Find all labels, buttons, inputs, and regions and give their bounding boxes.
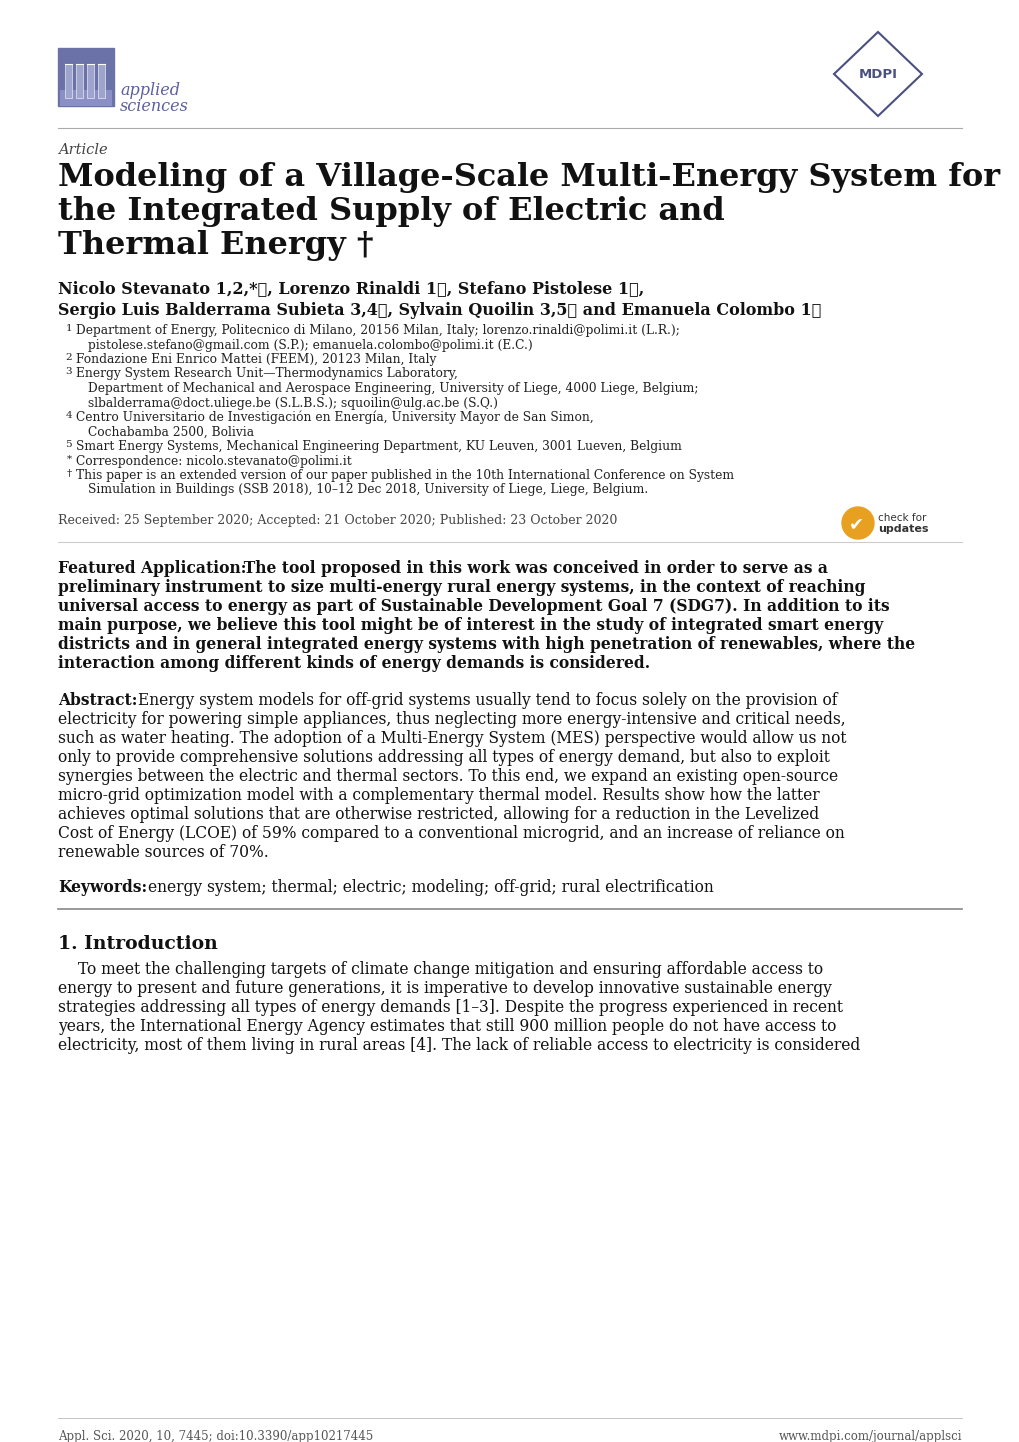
Text: only to provide comprehensive solutions addressing all types of energy demand, b: only to provide comprehensive solutions … bbox=[58, 748, 829, 766]
FancyBboxPatch shape bbox=[58, 48, 114, 107]
Text: slbalderrama@doct.uliege.be (S.L.B.S.); squoilin@ulg.ac.be (S.Q.): slbalderrama@doct.uliege.be (S.L.B.S.); … bbox=[88, 397, 497, 410]
Text: the Integrated Supply of Electric and: the Integrated Supply of Electric and bbox=[58, 196, 725, 226]
Text: electricity for powering simple appliances, thus neglecting more energy-intensiv: electricity for powering simple applianc… bbox=[58, 711, 845, 728]
Text: Article: Article bbox=[58, 143, 108, 157]
Text: Smart Energy Systems, Mechanical Engineering Department, KU Leuven, 3001 Lueven,: Smart Energy Systems, Mechanical Enginee… bbox=[76, 440, 682, 453]
Text: www.mdpi.com/journal/applsci: www.mdpi.com/journal/applsci bbox=[777, 1430, 961, 1442]
Text: Thermal Energy †: Thermal Energy † bbox=[58, 231, 373, 261]
Text: Department of Energy, Politecnico di Milano, 20156 Milan, Italy; lorenzo.rinaldi: Department of Energy, Politecnico di Mil… bbox=[76, 324, 680, 337]
Text: check for: check for bbox=[877, 513, 925, 523]
Text: 4: 4 bbox=[65, 411, 72, 420]
Text: Nicolo Stevanato 1,2,*ⓘ, Lorenzo Rinaldi 1ⓘ, Stefano Pistolese 1ⓘ,: Nicolo Stevanato 1,2,*ⓘ, Lorenzo Rinaldi… bbox=[58, 280, 644, 297]
Text: ✔: ✔ bbox=[848, 515, 863, 534]
Text: MDPI: MDPI bbox=[858, 68, 897, 81]
Text: Department of Mechanical and Aerospace Engineering, University of Liege, 4000 Li: Department of Mechanical and Aerospace E… bbox=[88, 382, 698, 395]
Text: This paper is an extended version of our paper published in the 10th Internation: This paper is an extended version of our… bbox=[76, 469, 734, 482]
Text: Abstract:: Abstract: bbox=[58, 692, 138, 709]
Text: applied: applied bbox=[120, 82, 179, 99]
FancyBboxPatch shape bbox=[65, 63, 72, 98]
Text: †: † bbox=[66, 469, 72, 477]
Text: synergies between the electric and thermal sectors. To this end, we expand an ex: synergies between the electric and therm… bbox=[58, 769, 838, 784]
Text: energy to present and future generations, it is imperative to develop innovative: energy to present and future generations… bbox=[58, 981, 832, 996]
FancyBboxPatch shape bbox=[87, 63, 94, 98]
Text: Cost of Energy (LCOE) of 59% compared to a conventional microgrid, and an increa: Cost of Energy (LCOE) of 59% compared to… bbox=[58, 825, 844, 842]
Point bbox=[81, 55, 93, 72]
Text: updates: updates bbox=[877, 523, 927, 534]
Point bbox=[66, 55, 78, 72]
Text: Sergio Luis Balderrama Subieta 3,4ⓘ, Sylvain Quoilin 3,5ⓘ and Emanuela Colombo 1: Sergio Luis Balderrama Subieta 3,4ⓘ, Syl… bbox=[58, 301, 820, 319]
Text: 2: 2 bbox=[65, 353, 72, 362]
FancyBboxPatch shape bbox=[76, 63, 83, 98]
Text: Energy system models for off-grid systems usually tend to focus solely on the pr: Energy system models for off-grid system… bbox=[138, 692, 837, 709]
Point bbox=[76, 55, 89, 72]
Text: 5: 5 bbox=[65, 440, 72, 448]
Point bbox=[59, 55, 71, 72]
Text: 1. Introduction: 1. Introduction bbox=[58, 934, 217, 953]
Text: The tool proposed in this work was conceived in order to serve as a: The tool proposed in this work was conce… bbox=[232, 559, 827, 577]
Point bbox=[70, 55, 83, 72]
Text: universal access to energy as part of Sustainable Development Goal 7 (SDG7). In : universal access to energy as part of Su… bbox=[58, 598, 889, 614]
FancyBboxPatch shape bbox=[60, 89, 112, 107]
Polygon shape bbox=[834, 32, 921, 115]
Text: Featured Application:: Featured Application: bbox=[58, 559, 247, 577]
Point bbox=[88, 55, 100, 72]
Text: achieves optimal solutions that are otherwise restricted, allowing for a reducti: achieves optimal solutions that are othe… bbox=[58, 806, 818, 823]
Text: Centro Universitario de Investigación en Energía, University Mayor de San Simon,: Centro Universitario de Investigación en… bbox=[76, 411, 593, 424]
FancyBboxPatch shape bbox=[98, 63, 105, 98]
Text: energy system; thermal; electric; modeling; off-grid; rural electrification: energy system; thermal; electric; modeli… bbox=[148, 880, 713, 895]
Point bbox=[92, 55, 104, 72]
Text: To meet the challenging targets of climate change mitigation and ensuring afford: To meet the challenging targets of clima… bbox=[77, 960, 822, 978]
Text: main purpose, we believe this tool might be of interest in the study of integrat: main purpose, we believe this tool might… bbox=[58, 617, 882, 634]
Text: renewable sources of 70%.: renewable sources of 70%. bbox=[58, 844, 268, 861]
Text: districts and in general integrated energy systems with high penetration of rene: districts and in general integrated ener… bbox=[58, 636, 914, 653]
Text: Modeling of a Village-Scale Multi-Energy System for: Modeling of a Village-Scale Multi-Energy… bbox=[58, 162, 1000, 193]
Text: years, the International Energy Agency estimates that still 900 million people d: years, the International Energy Agency e… bbox=[58, 1018, 836, 1035]
Text: strategies addressing all types of energy demands [1–3]. Despite the progress ex: strategies addressing all types of energ… bbox=[58, 999, 842, 1017]
Text: Appl. Sci. 2020, 10, 7445; doi:10.3390/app10217445: Appl. Sci. 2020, 10, 7445; doi:10.3390/a… bbox=[58, 1430, 373, 1442]
Text: micro-grid optimization model with a complementary thermal model. Results show h: micro-grid optimization model with a com… bbox=[58, 787, 819, 805]
Text: sciences: sciences bbox=[120, 98, 189, 115]
Circle shape bbox=[841, 508, 873, 539]
Text: Cochabamba 2500, Bolivia: Cochabamba 2500, Bolivia bbox=[88, 425, 254, 438]
Text: *: * bbox=[67, 454, 72, 463]
Text: 3: 3 bbox=[65, 368, 72, 376]
Point bbox=[99, 55, 111, 72]
Text: 1: 1 bbox=[65, 324, 72, 333]
Text: electricity, most of them living in rural areas [4]. The lack of reliable access: electricity, most of them living in rura… bbox=[58, 1037, 859, 1054]
Text: pistolese.stefano@gmail.com (S.P.); emanuela.colombo@polimi.it (E.C.): pistolese.stefano@gmail.com (S.P.); eman… bbox=[88, 339, 532, 352]
Text: Fondazione Eni Enrico Mattei (FEEM), 20123 Milan, Italy: Fondazione Eni Enrico Mattei (FEEM), 201… bbox=[76, 353, 436, 366]
Text: Simulation in Buildings (SSB 2018), 10–12 Dec 2018, University of Liege, Liege, : Simulation in Buildings (SSB 2018), 10–1… bbox=[88, 483, 648, 496]
Text: Correspondence: nicolo.stevanato@polimi.it: Correspondence: nicolo.stevanato@polimi.… bbox=[76, 454, 352, 467]
Text: preliminary instrument to size multi-energy rural energy systems, in the context: preliminary instrument to size multi-ene… bbox=[58, 580, 865, 596]
Text: interaction among different kinds of energy demands is considered.: interaction among different kinds of ene… bbox=[58, 655, 649, 672]
Text: Energy System Research Unit—Thermodynamics Laboratory,: Energy System Research Unit—Thermodynami… bbox=[76, 368, 458, 381]
Text: Received: 25 September 2020; Accepted: 21 October 2020; Published: 23 October 20: Received: 25 September 2020; Accepted: 2… bbox=[58, 513, 616, 526]
Text: such as water heating. The adoption of a Multi-Energy System (MES) perspective w: such as water heating. The adoption of a… bbox=[58, 730, 846, 747]
Text: Keywords:: Keywords: bbox=[58, 880, 147, 895]
